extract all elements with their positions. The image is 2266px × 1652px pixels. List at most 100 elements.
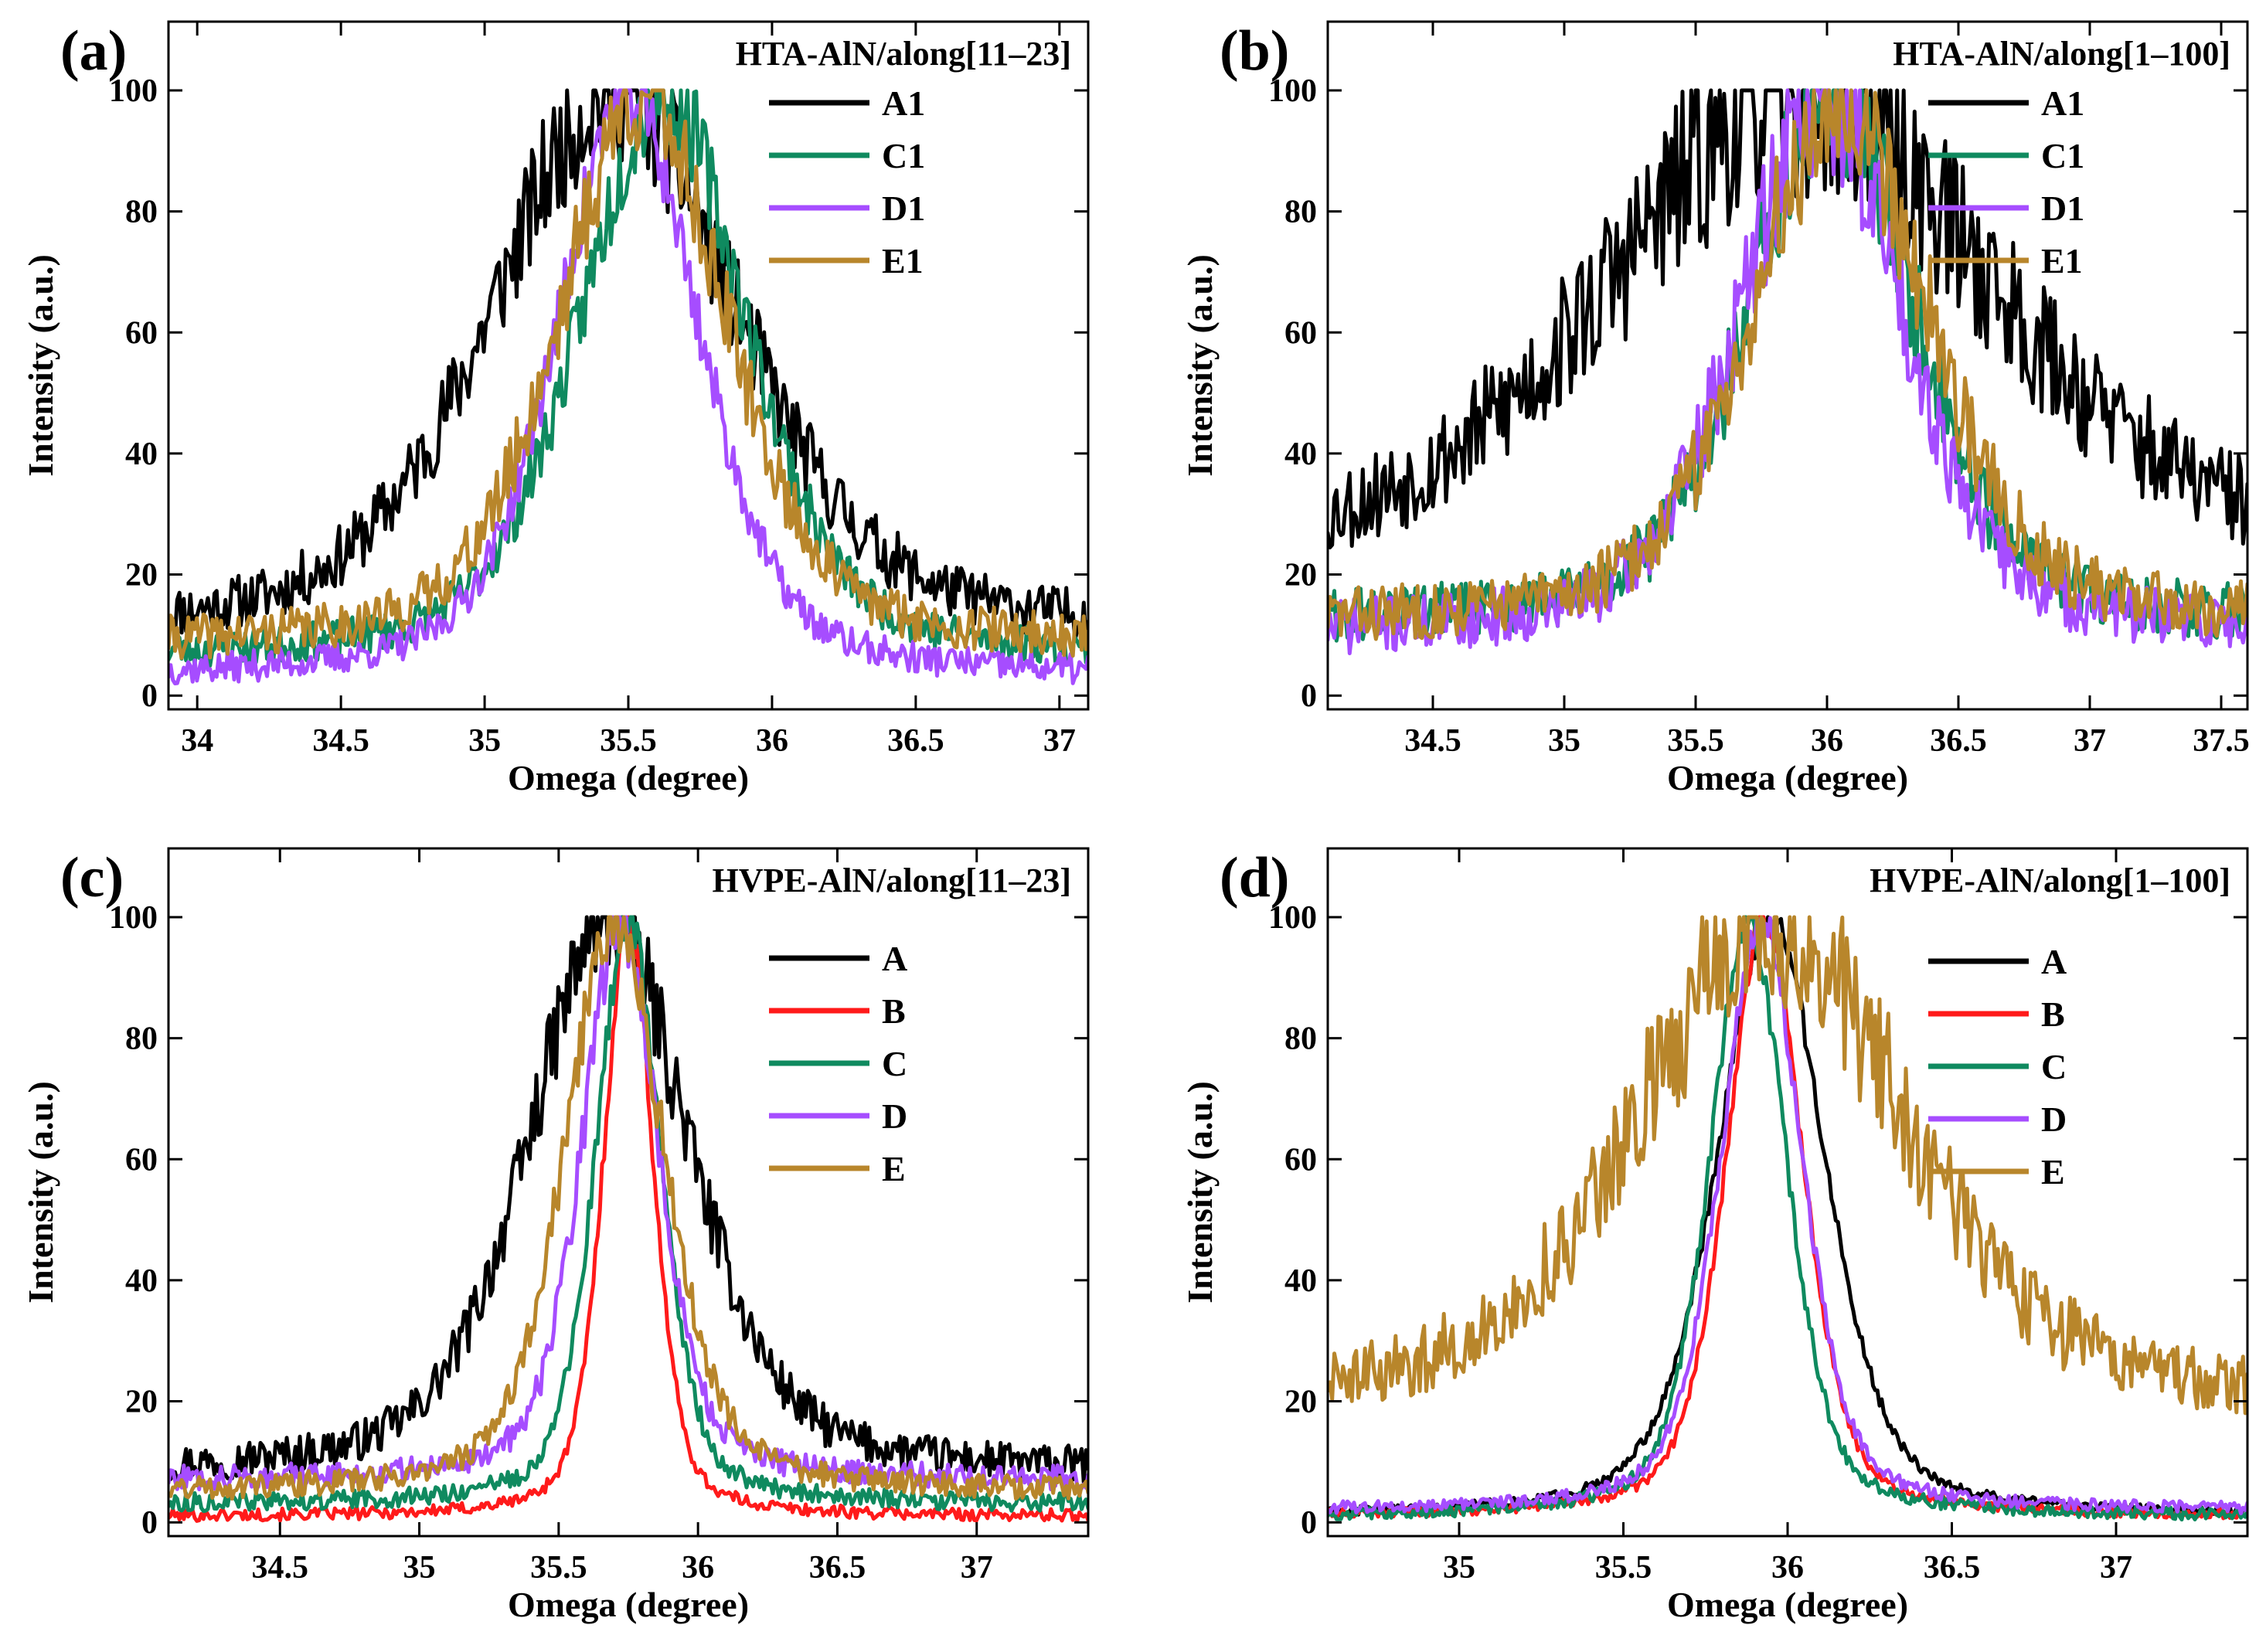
y-tick-label: 40 bbox=[125, 437, 158, 472]
y-tick-label: 0 bbox=[1301, 678, 1317, 714]
legend-label-D: D bbox=[882, 1096, 907, 1136]
legend-label-C: C bbox=[2041, 1047, 2067, 1086]
y-tick-label: 0 bbox=[1301, 1505, 1317, 1541]
legend-label-E: E bbox=[2041, 1152, 2065, 1191]
panel-b: 34.5 35 35.5 36 36.5 37 37.5 0 20 40 60 80 100 Omega … bbox=[1180, 19, 2250, 797]
y-axis-label: Intensity (a.u.) bbox=[21, 1081, 60, 1304]
y-tick-label: 20 bbox=[125, 1385, 158, 1420]
x-tick-label: 36 bbox=[756, 723, 788, 759]
series-line-D1 bbox=[168, 88, 1088, 685]
y-tick-label: 20 bbox=[1284, 558, 1317, 593]
series-line-E1 bbox=[168, 88, 1088, 661]
x-tick-label: 36.5 bbox=[887, 723, 944, 759]
series-group bbox=[1328, 915, 2247, 1522]
x-tick-label: 36 bbox=[1811, 723, 1843, 759]
series-line-D bbox=[168, 915, 1088, 1491]
x-tick-label: 37 bbox=[1043, 723, 1076, 759]
series-line-C bbox=[168, 915, 1088, 1514]
series-line-E bbox=[168, 915, 1088, 1501]
y-tick-label: 40 bbox=[1284, 1263, 1317, 1299]
legend: A1 C1 D1 E1 bbox=[769, 83, 925, 280]
panel-label: (b) bbox=[1220, 19, 1289, 83]
panel-title: HVPE-AlN/along[1–100] bbox=[1870, 862, 2230, 899]
y-tick-label: 100 bbox=[1268, 900, 1317, 936]
series-line-B bbox=[168, 915, 1088, 1523]
y-tick-label: 20 bbox=[125, 558, 158, 593]
panel-c: 34.5 35 35.5 36 36.5 37 0 20 40 60 80 100 Omega (deg… bbox=[21, 846, 1090, 1624]
panel-label: (a) bbox=[60, 19, 127, 83]
y-tick-label: 80 bbox=[1284, 195, 1317, 230]
legend-label-B: B bbox=[882, 991, 906, 1031]
series-line-A bbox=[168, 915, 1088, 1485]
panel-title: HVPE-AlN/along[11–23] bbox=[713, 862, 1071, 899]
series-group bbox=[168, 915, 1088, 1523]
x-tick-label: 36.5 bbox=[809, 1550, 866, 1586]
y-tick-label: 100 bbox=[109, 900, 158, 936]
series-group bbox=[168, 88, 1088, 685]
x-tick-label: 34.5 bbox=[1404, 723, 1461, 759]
series-line-D1 bbox=[1328, 88, 2247, 655]
legend-label-D: D bbox=[2041, 1100, 2067, 1139]
y-tick-label: 100 bbox=[1268, 73, 1317, 109]
series-line-A1 bbox=[168, 88, 1088, 643]
series-line-E1 bbox=[1328, 88, 2247, 641]
series-group bbox=[1328, 88, 2247, 655]
x-tick-label: 35.5 bbox=[530, 1550, 587, 1586]
y-tick-label: 20 bbox=[1284, 1385, 1317, 1420]
panel-label: (c) bbox=[60, 846, 124, 909]
y-axis-label: Intensity (a.u.) bbox=[1180, 1081, 1220, 1304]
legend-label-C1: C1 bbox=[882, 136, 925, 175]
x-tick-label: 35 bbox=[1548, 723, 1580, 759]
legend-label-A: A bbox=[882, 939, 907, 978]
x-tick-label: 37 bbox=[961, 1550, 993, 1586]
x-tick-label: 35 bbox=[403, 1550, 436, 1586]
y-tick-label: 60 bbox=[1284, 315, 1317, 351]
x-tick-label: 36 bbox=[1771, 1550, 1804, 1586]
y-tick-label: 80 bbox=[1284, 1021, 1317, 1057]
x-tick-label: 35 bbox=[468, 723, 501, 759]
y-tick-label: 100 bbox=[109, 73, 158, 109]
legend-label-A: A bbox=[2041, 942, 2067, 981]
x-tick-label: 35.5 bbox=[1595, 1550, 1652, 1586]
y-tick-label: 80 bbox=[125, 1021, 158, 1057]
x-axis-label: Omega (degree) bbox=[508, 1585, 749, 1624]
y-tick-label: 40 bbox=[125, 1263, 158, 1299]
x-axis-label: Omega (degree) bbox=[1667, 758, 1908, 797]
plot-frame bbox=[167, 847, 1090, 1538]
x-tick-label: 37 bbox=[2074, 723, 2106, 759]
panel-a: 34 34.5 35 35.5 36 36.5 37 0 20 40 60 80 100 Omega (d… bbox=[21, 19, 1090, 797]
legend: A1 C1 D1 E1 bbox=[1928, 83, 2084, 280]
series-line-C bbox=[1328, 915, 2247, 1522]
y-tick-label: 60 bbox=[125, 315, 158, 351]
y-axis-label: Intensity (a.u.) bbox=[1180, 254, 1220, 477]
x-tick-label: 36.5 bbox=[1930, 723, 1987, 759]
y-tick-label: 60 bbox=[1284, 1142, 1317, 1178]
series-line-E bbox=[1328, 915, 2247, 1416]
panel-label: (d) bbox=[1220, 846, 1289, 909]
plot-frame bbox=[1326, 20, 2249, 711]
legend-label-E: E bbox=[882, 1149, 906, 1188]
legend-label-C: C bbox=[882, 1044, 907, 1083]
x-tick-label: 34.5 bbox=[251, 1550, 308, 1586]
legend-label-A1: A1 bbox=[2041, 83, 2084, 123]
x-tick-label: 35.5 bbox=[1667, 723, 1724, 759]
legend-label-A1: A1 bbox=[882, 83, 925, 123]
x-axis-label: Omega (degree) bbox=[1667, 1585, 1908, 1624]
series-line-B bbox=[1328, 915, 2247, 1521]
panel-d: 35 35.5 36 36.5 37 0 20 40 60 80 100 Omega (degree)… bbox=[1180, 846, 2249, 1624]
legend-label-E1: E1 bbox=[882, 241, 924, 280]
legend-label-D1: D1 bbox=[2041, 189, 2084, 228]
x-tick-label: 36.5 bbox=[1924, 1550, 1981, 1586]
y-tick-label: 0 bbox=[141, 1505, 158, 1541]
x-tick-label: 37 bbox=[2100, 1550, 2132, 1586]
legend-label-D1: D1 bbox=[882, 189, 925, 228]
x-tick-label: 35.5 bbox=[600, 723, 657, 759]
x-tick-label: 35 bbox=[1443, 1550, 1475, 1586]
panel-title: HTA-AlN/along[11–23] bbox=[736, 35, 1071, 73]
legend-label-E1: E1 bbox=[2041, 241, 2083, 280]
y-tick-label: 40 bbox=[1284, 437, 1317, 472]
y-tick-label: 60 bbox=[125, 1142, 158, 1178]
y-tick-label: 80 bbox=[125, 195, 158, 230]
